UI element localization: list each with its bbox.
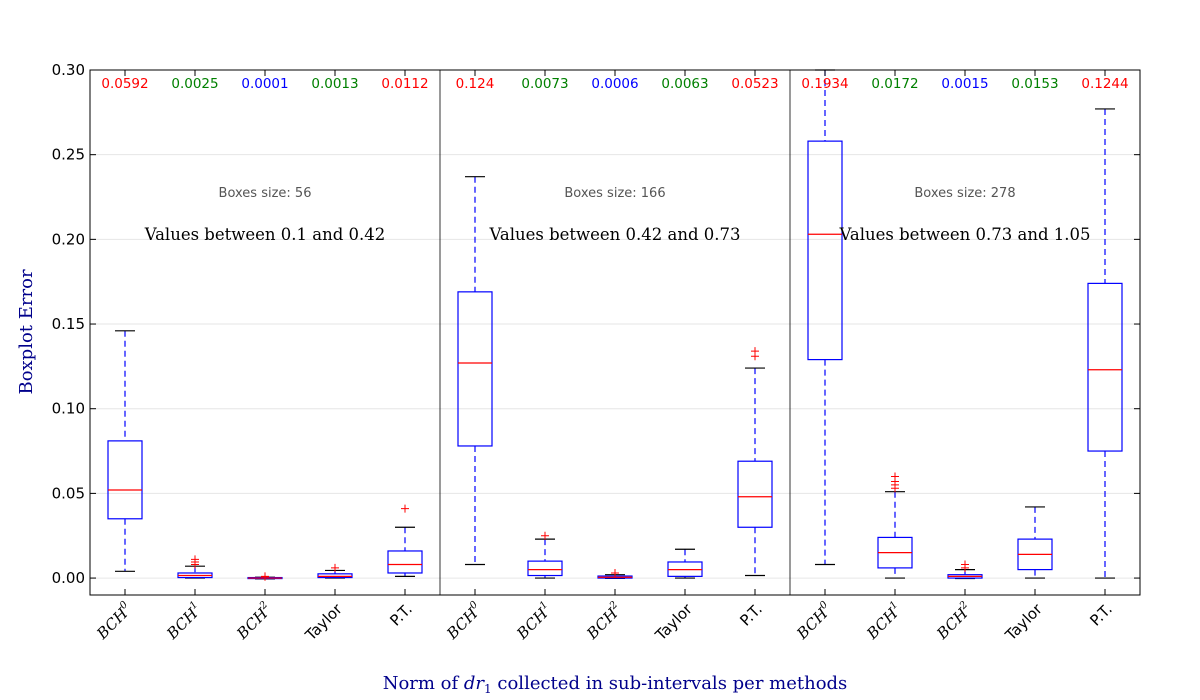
category-label-base: Taylor <box>651 600 696 645</box>
method-stat-label: 0.1244 <box>1081 76 1128 92</box>
method-stat-label: 0.0025 <box>171 76 218 92</box>
range-label: Values between 0.1 and 0.42 <box>144 225 386 244</box>
method-stat-label: 0.0015 <box>941 76 988 92</box>
flier-marker <box>541 531 549 540</box>
x-category-label: BCH0 <box>792 599 836 643</box>
flier-marker <box>611 568 619 577</box>
y-tick-label: 0.30 <box>52 61 85 79</box>
flier-marker <box>751 347 759 356</box>
iqr-box <box>737 460 773 528</box>
box-group <box>667 548 703 579</box>
method-stat-label: 0.0172 <box>871 76 918 92</box>
axis-ticks: 0.00 0.05 0.10 0.15 0.20 0.25 0.30 <box>52 61 1140 595</box>
x-axis-label-variable: dr <box>464 673 486 694</box>
x-axis-label-prefix: Norm of <box>383 673 464 694</box>
x-category-label: BCH1 <box>162 599 206 643</box>
flier-marker <box>191 555 199 564</box>
method-stat-label: 0.0013 <box>311 76 358 92</box>
method-stat-label: 0.0063 <box>661 76 708 92</box>
box-group <box>457 176 493 566</box>
method-stat-label: 0.0153 <box>1011 76 1058 92</box>
box-group <box>527 531 563 579</box>
category-label-base: Taylor <box>1001 600 1046 645</box>
y-tick-label: 0.25 <box>52 146 85 164</box>
box-layer <box>107 69 1123 581</box>
x-category-label: P.T. <box>1086 600 1115 629</box>
box-group <box>317 563 353 579</box>
box-group <box>597 568 633 580</box>
box-group <box>387 504 423 577</box>
category-label-base: P.T. <box>736 600 765 629</box>
iqr-box <box>107 440 143 520</box>
plot-frame <box>89 69 1141 596</box>
box-group <box>807 69 843 566</box>
iqr-box <box>527 560 563 577</box>
x-category-label: BCH1 <box>512 599 556 643</box>
method-stat-label: 0.1934 <box>801 76 848 92</box>
flier-marker <box>401 504 409 513</box>
method-stat-label: 0.0523 <box>731 76 778 92</box>
panel-dividers <box>439 70 791 595</box>
y-axis-label: Boxplot Error <box>16 269 37 394</box>
box-size-label: Boxes size: 166 <box>564 186 665 201</box>
flier-marker <box>261 572 269 581</box>
y-tick-label: 0.15 <box>52 315 85 333</box>
x-category-label: P.T. <box>386 600 415 629</box>
flier-marker <box>961 560 969 569</box>
iqr-box <box>317 573 353 579</box>
box-group <box>177 555 213 579</box>
box-size-label: Boxes size: 56 <box>219 186 312 201</box>
x-axis-label: Norm of dr1 collected in sub-intervals p… <box>383 673 848 696</box>
x-axis-label-suffix: collected in sub-intervals per methods <box>492 673 848 694</box>
method-stat-label: 0.0112 <box>381 76 428 92</box>
grid-lines <box>90 69 1140 579</box>
iqr-box <box>387 550 423 574</box>
x-category-label: BCH1 <box>862 599 906 643</box>
x-category-label: BCH0 <box>442 599 486 643</box>
iqr-box <box>1087 282 1123 452</box>
iqr-box <box>457 291 493 447</box>
box-size-label: Boxes size: 278 <box>914 186 1015 201</box>
flier-marker <box>331 563 339 572</box>
x-category-label: Taylor <box>301 600 346 645</box>
category-label-base: P.T. <box>1086 600 1115 629</box>
x-category-label: BCH2 <box>232 599 276 643</box>
y-tick-label: 0.20 <box>52 230 85 248</box>
box-group <box>1017 506 1053 579</box>
range-label: Values between 0.42 and 0.73 <box>488 225 740 244</box>
category-label-base: P.T. <box>386 600 415 629</box>
annotation-layer: Boxes size: 56 Values between 0.1 and 0.4… <box>92 76 1129 645</box>
box-group <box>947 560 983 580</box>
y-tick-label: 0.05 <box>52 484 85 502</box>
box-group <box>107 330 143 572</box>
x-category-label: BCH0 <box>92 599 136 643</box>
x-category-label: Taylor <box>1001 600 1046 645</box>
x-category-label: BCH2 <box>582 599 626 643</box>
method-stat-label: 0.0073 <box>521 76 568 92</box>
x-axis-label-subscript: 1 <box>484 682 492 696</box>
x-category-label: BCH2 <box>932 599 976 643</box>
box-group <box>737 347 773 577</box>
x-category-label: P.T. <box>736 600 765 629</box>
method-stat-label: 0.124 <box>456 76 495 92</box>
iqr-box <box>807 140 843 361</box>
method-stat-label: 0.0001 <box>241 76 288 92</box>
method-stat-label: 0.0006 <box>591 76 638 92</box>
y-tick-label: 0.10 <box>52 400 85 418</box>
x-category-label: Taylor <box>651 600 696 645</box>
method-stat-label: 0.0592 <box>101 76 148 92</box>
box-group <box>877 472 913 579</box>
range-label: Values between 0.73 and 1.05 <box>838 225 1090 244</box>
flier-marker <box>891 472 899 481</box>
y-tick-label: 0.00 <box>52 569 85 587</box>
box-group <box>247 572 283 581</box>
box-group <box>1087 108 1123 579</box>
category-label-base: Taylor <box>301 600 346 645</box>
